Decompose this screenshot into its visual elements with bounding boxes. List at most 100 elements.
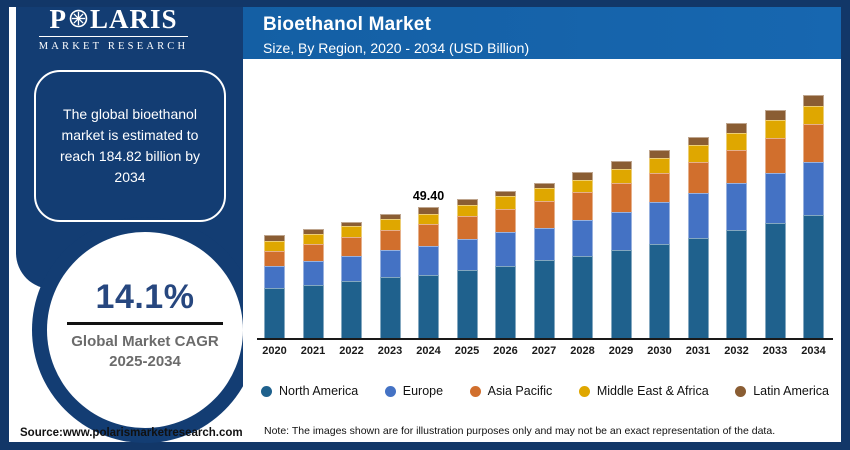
market-callout-text: The global bioethanol market is estimate…	[59, 106, 201, 185]
bar-segment	[687, 144, 709, 162]
bar-segment	[726, 230, 747, 338]
bar-column: 2027	[532, 182, 556, 357]
bar-segment	[726, 123, 747, 134]
bar-segment	[302, 244, 324, 261]
bar-segment	[803, 105, 824, 124]
x-axis-tick-label: 2023	[377, 345, 403, 357]
bar-segment	[610, 183, 632, 213]
bar-segment	[803, 94, 824, 106]
bar-segment	[341, 256, 362, 281]
bar-segment	[572, 171, 593, 180]
bar-segment	[764, 109, 786, 120]
logo-tagline: MARKET RESEARCH	[38, 36, 189, 52]
bar-value-label: 49.40	[412, 189, 445, 204]
bar-column: 2032	[724, 123, 749, 357]
legend-label: Middle East & Africa	[596, 384, 709, 398]
x-axis-tick-label: 2028	[570, 345, 595, 357]
bar-segment	[726, 182, 747, 231]
bar-segment	[264, 235, 285, 242]
bar-segment	[572, 192, 593, 221]
bar-segment	[341, 280, 362, 338]
bar-segment	[533, 182, 555, 188]
legend-item: Middle East & Africa	[578, 384, 709, 398]
bar-segment	[302, 229, 324, 235]
bar-column: 2034	[801, 94, 826, 357]
bar-segment	[533, 260, 555, 338]
frame-top	[0, 0, 850, 7]
bar-column: 2022	[339, 222, 364, 357]
bar-segment	[264, 241, 285, 252]
bar-segment	[649, 149, 670, 158]
page-title: Bioethanol Market	[263, 14, 432, 35]
legend-item: Europe	[384, 384, 443, 398]
x-axis-tick-label: 2027	[531, 345, 557, 357]
legend-label: Asia Pacific	[487, 384, 553, 398]
x-axis-tick-label: 2026	[493, 345, 518, 357]
bar-column: 2029	[609, 161, 633, 357]
bar-segment	[379, 276, 401, 338]
logo-text-left: P	[49, 4, 67, 34]
cagr-label: Global Market CAGR 2025-2034	[71, 333, 219, 371]
bar-segment	[764, 119, 786, 138]
x-axis-tick-label: 2021	[300, 345, 326, 357]
bar-column: 2025	[455, 199, 479, 357]
frame-left	[0, 0, 9, 450]
bar-segment	[803, 123, 824, 162]
logo-text-right: LARIS	[89, 4, 178, 34]
bar-segment	[803, 161, 824, 216]
bar-segment	[456, 239, 478, 270]
bar-segment	[649, 202, 670, 245]
x-axis-tick-label: 2024	[416, 345, 441, 357]
bar-column: 2020	[262, 235, 287, 357]
source-link[interactable]: Source:www.polarismarketresearch.com	[20, 427, 243, 439]
bar-segment	[379, 219, 401, 231]
bar-segment	[302, 234, 324, 245]
x-axis-line	[257, 338, 833, 340]
x-axis-tick-label: 2031	[685, 345, 711, 357]
bar-segment	[533, 228, 555, 261]
cagr-badge: 14.1% Global Market CAGR 2025-2034	[47, 232, 243, 428]
bar-segment	[726, 150, 747, 183]
compass-star-icon	[69, 6, 88, 33]
bar-segment	[379, 250, 401, 277]
bar-segment	[495, 196, 516, 210]
bar-column: 2024 49.40	[413, 189, 444, 357]
legend-item: Latin America	[735, 384, 829, 398]
bar-segment	[379, 214, 401, 220]
bar-segment	[418, 274, 439, 338]
legend-dot	[261, 385, 272, 397]
bar-segment	[341, 226, 362, 238]
legend-label: Latin America	[753, 384, 829, 398]
bar-segment	[533, 187, 555, 201]
bar-segment	[418, 214, 439, 225]
bar-segment	[764, 137, 786, 173]
bar-segment	[456, 216, 478, 240]
legend-dot	[578, 385, 590, 397]
chart-legend: North America Europe Asia Pacific Middle Ea…	[261, 384, 829, 398]
bar-column: 2021	[301, 229, 325, 357]
bar-segment	[572, 256, 593, 338]
bar-segment	[687, 136, 709, 145]
bar-segment	[495, 191, 516, 197]
bar-segment	[302, 260, 324, 285]
bar-segment	[264, 287, 285, 338]
bar-segment	[341, 237, 362, 257]
logo-wordmark: P LARIS	[49, 6, 177, 33]
page-subtitle: Size, By Region, 2020 - 2034 (USD Billio…	[263, 40, 530, 56]
legend-item: North America	[261, 384, 358, 398]
bar-segment	[649, 244, 670, 338]
polaris-logo: P LARIS MARKET RESEARCH	[0, 6, 227, 54]
cagr-value: 14.1%	[95, 278, 195, 316]
frame-right	[841, 0, 850, 450]
bar-segment	[418, 207, 439, 215]
bar-segment	[687, 193, 709, 239]
bar-segment	[610, 250, 632, 338]
bar-segment	[649, 157, 670, 173]
bar-segment	[495, 232, 516, 267]
cagr-divider	[67, 322, 223, 325]
frame-bottom	[0, 442, 850, 450]
bar-segment	[610, 161, 632, 169]
bar-segment	[533, 200, 555, 229]
legend-label: North America	[279, 384, 359, 398]
header-bar: Bioethanol Market Size, By Region, 2020 …	[243, 7, 841, 59]
